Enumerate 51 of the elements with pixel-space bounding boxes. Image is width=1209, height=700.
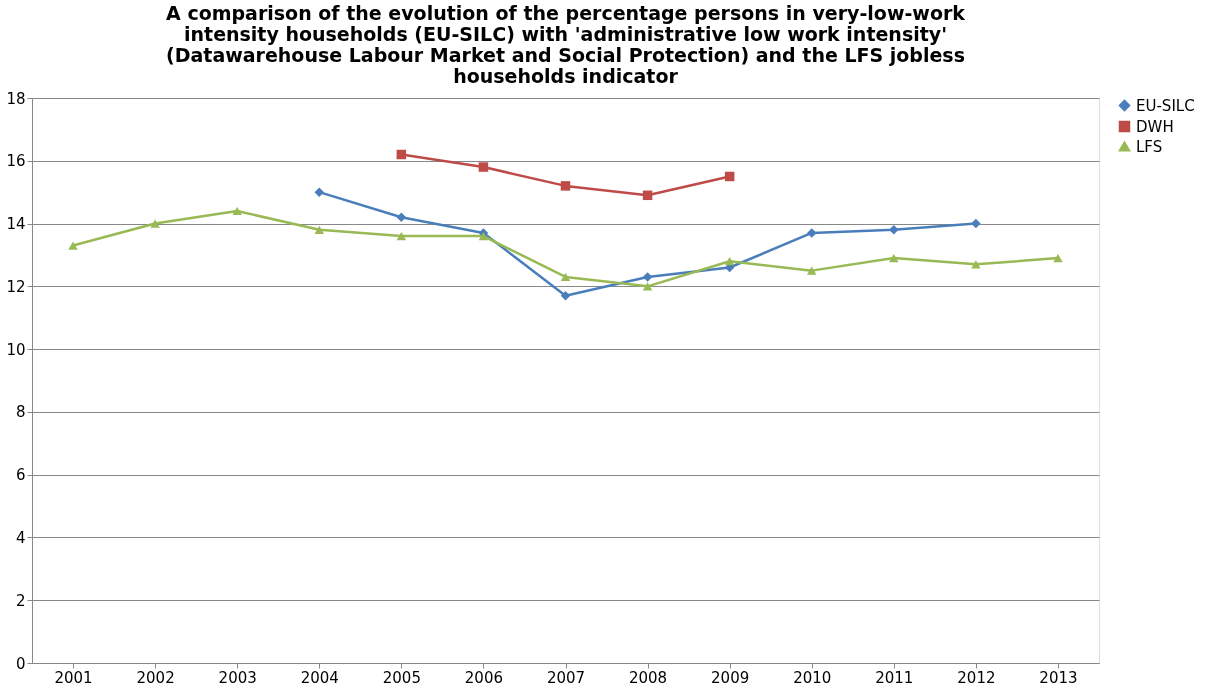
point — [806, 228, 817, 238]
x-tick-label: 2005 — [382, 668, 421, 687]
point — [478, 232, 489, 241]
legend-label: LFS — [1136, 137, 1163, 156]
point — [560, 181, 571, 191]
point — [724, 257, 735, 266]
point — [314, 225, 325, 234]
point — [68, 241, 78, 250]
point — [396, 232, 407, 241]
legend-label: DWH — [1136, 117, 1174, 136]
y-tick-label: 2 — [15, 591, 26, 610]
y-tick-label: 14 — [6, 215, 26, 234]
y-tick-label: 4 — [15, 528, 26, 547]
point — [971, 218, 981, 229]
x-tick-label: 2009 — [711, 668, 750, 687]
x-tick-label: 2001 — [54, 668, 93, 687]
x-tick-label: 2011 — [875, 668, 914, 687]
x-tick-label: 2010 — [793, 668, 832, 687]
point — [560, 291, 571, 301]
point — [889, 253, 899, 263]
y-tick-label: 8 — [15, 403, 26, 422]
x-tick-label: 2012 — [957, 668, 996, 687]
point — [396, 212, 407, 223]
y-tick-label: 16 — [6, 152, 26, 171]
point — [889, 225, 899, 235]
point — [1053, 253, 1063, 263]
x-tick-label: 2004 — [300, 668, 339, 687]
x-tick-label: 2007 — [546, 668, 586, 687]
x-tick-label: 2003 — [218, 668, 257, 687]
point — [642, 272, 653, 282]
point — [642, 282, 653, 291]
x-tick-label: 2008 — [628, 668, 668, 687]
y-tick-label: 12 — [6, 277, 26, 296]
y-tick-label: 0 — [15, 654, 26, 673]
x-tick-label: 2013 — [1039, 668, 1078, 687]
point — [478, 162, 489, 172]
point — [560, 272, 571, 282]
point — [150, 219, 160, 228]
y-tick-label: 10 — [6, 340, 26, 359]
chart-title: A comparison of the evolution of the percentage persons in very-low-work intensity households (EU-SILC) with 'administrative low work intensity' (Datawarehouse Labour Market and Social Protection) and the LFS jobless households indicator — [166, 2, 966, 87]
point — [642, 190, 653, 201]
y-tick-label: 18 — [6, 89, 26, 108]
y-tick-label: 6 — [15, 466, 26, 485]
point — [724, 171, 735, 182]
point — [396, 149, 407, 160]
point — [806, 266, 817, 275]
x-tick-label: 2002 — [136, 668, 175, 687]
x-tick-label: 2006 — [464, 668, 504, 687]
legend-label: EU-SILC — [1136, 96, 1195, 115]
point — [314, 187, 325, 197]
point — [232, 206, 242, 216]
